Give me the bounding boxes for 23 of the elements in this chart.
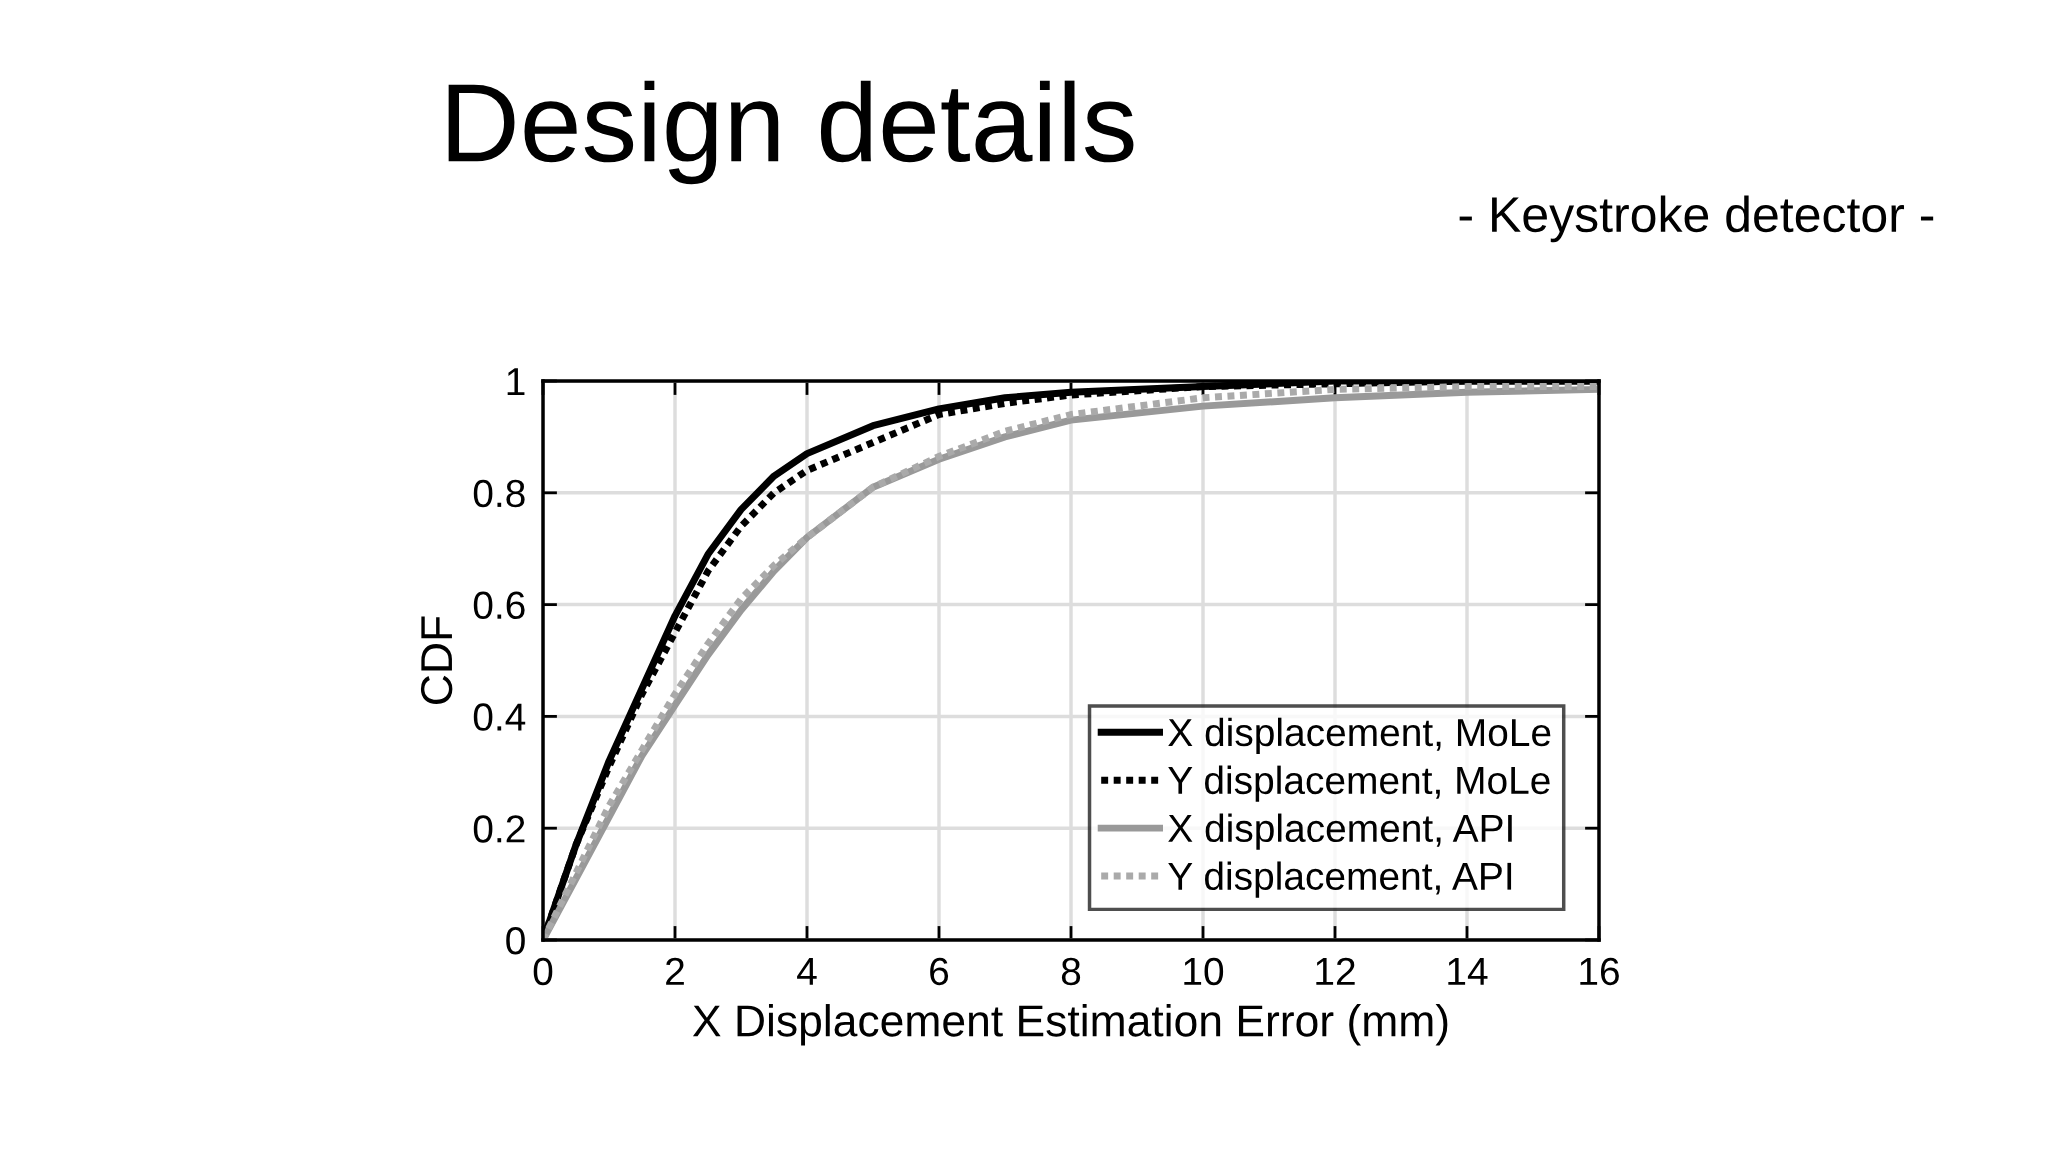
y-tick-label: 0.4	[473, 703, 526, 731]
x-tick-label: 6	[930, 957, 949, 986]
y-axis-title: CDF	[420, 616, 453, 704]
x-tick-label: 16	[1580, 957, 1619, 986]
x-tick-label: 2	[666, 957, 684, 985]
y-tick-label: 0	[506, 926, 525, 955]
legend-label: Y displacement, MoLe	[1168, 765, 1550, 802]
x-tick-label: 0	[533, 957, 553, 986]
legend-label: Y displacement, API	[1168, 861, 1512, 898]
x-tick-label: 10	[1184, 957, 1224, 986]
x-tick-label: 14	[1448, 958, 1488, 985]
x-tick-label: 12	[1316, 957, 1355, 985]
x-tick-label: 8	[1061, 957, 1081, 986]
y-tick-label: 1	[507, 368, 525, 396]
x-axis-title: X Displacement Estimation Error (mm)	[692, 1004, 1448, 1046]
legend-label: X displacement, MoLe	[1168, 717, 1551, 754]
legend-label: X displacement, API	[1168, 813, 1512, 850]
y-tick-label: 0.8	[473, 479, 525, 508]
y-tick-label: 0.2	[473, 815, 525, 843]
y-tick-label: 0.6	[473, 591, 525, 620]
chart-subtitle: - Keystroke detector -	[1459, 195, 1934, 243]
chart-title: Design details	[448, 80, 1134, 185]
x-tick-label: 4	[797, 958, 817, 985]
